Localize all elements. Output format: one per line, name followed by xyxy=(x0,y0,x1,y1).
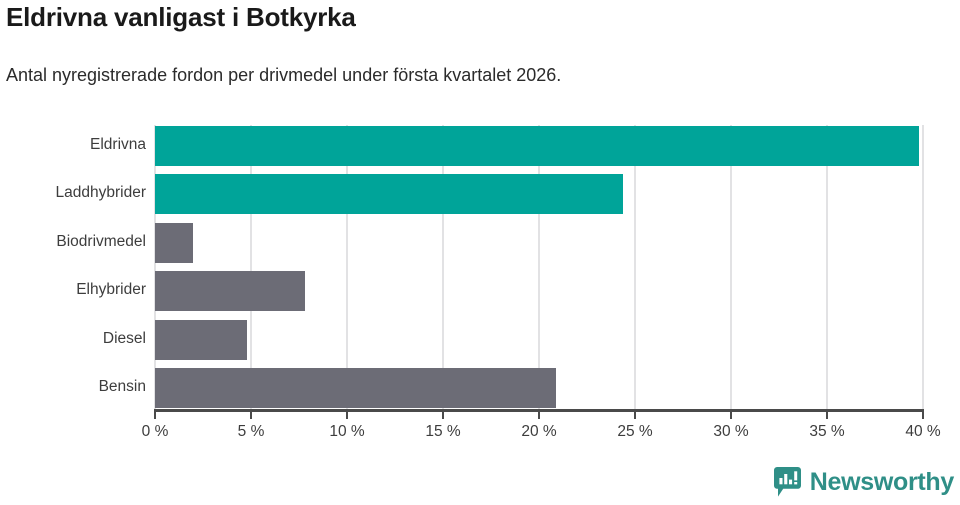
x-tick-label: 20 % xyxy=(521,423,557,440)
gridline xyxy=(730,125,732,410)
y-axis-category-labels: Eldrivna Laddhybrider Biodrivmedel Elhybrid… xyxy=(0,115,146,410)
x-tick xyxy=(538,412,540,419)
x-axis-line xyxy=(154,409,924,412)
x-tick-label: 30 % xyxy=(713,423,749,440)
x-tick xyxy=(442,412,444,419)
x-tick xyxy=(730,412,732,419)
category-label-diesel: Diesel xyxy=(102,329,146,347)
bar-biodrivmedel[interactable] xyxy=(155,222,194,263)
category-label-laddhybrider: Laddhybrider xyxy=(55,184,146,202)
chart-subtitle: Antal nyregistrerade fordon per drivmede… xyxy=(6,65,562,85)
gridline xyxy=(250,125,252,410)
x-tick-label: 15 % xyxy=(425,423,461,440)
gridline xyxy=(154,125,156,410)
x-tick xyxy=(826,412,828,419)
bar-elhybrider[interactable] xyxy=(155,271,305,312)
x-tick-label: 10 % xyxy=(329,423,365,440)
gridline xyxy=(442,125,444,410)
bar-bensin[interactable] xyxy=(155,368,557,408)
bar-laddhybrider[interactable] xyxy=(155,174,624,215)
category-label-bensin: Bensin xyxy=(98,378,146,395)
x-tick-label: 0 % xyxy=(141,423,169,440)
gridline xyxy=(346,125,348,410)
category-label-biodrivmedel: Biodrivmedel xyxy=(56,232,146,250)
page-title: Eldrivna vanligast i Botkyrka xyxy=(6,2,356,32)
gridline xyxy=(922,125,924,410)
gridline xyxy=(538,125,540,410)
x-tick-label: 35 % xyxy=(809,423,845,440)
chart-plot: Eldrivna Laddhybrider Biodrivmedel Elhybrid… xyxy=(0,115,960,455)
bars-container xyxy=(154,115,924,410)
bar-eldrivna[interactable] xyxy=(155,126,920,166)
x-tick xyxy=(250,412,252,419)
newsworthy-wordmark: Newsworthy xyxy=(809,467,955,496)
newsworthy-logo: Newsworthy xyxy=(773,467,955,497)
x-tick-label: 5 % xyxy=(237,423,265,440)
x-tick xyxy=(922,412,924,419)
category-label-elhybrider: Elhybrider xyxy=(76,281,146,299)
x-tick xyxy=(154,412,156,419)
category-label-eldrivna: Eldrivna xyxy=(90,136,146,153)
x-tick-label: 25 % xyxy=(617,423,653,440)
x-tick-label: 40 % xyxy=(905,423,941,440)
bar-diesel[interactable] xyxy=(155,319,248,360)
newsworthy-bars-icon xyxy=(773,467,801,497)
gridline xyxy=(634,125,636,410)
x-tick xyxy=(634,412,636,419)
gridline xyxy=(826,125,828,410)
x-tick xyxy=(346,412,348,419)
